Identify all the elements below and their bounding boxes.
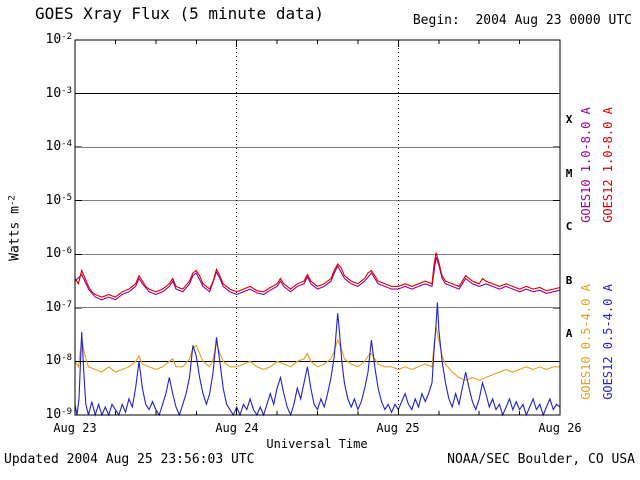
x-axis-label: Universal Time [266, 437, 368, 451]
flare-class-x-label: X [565, 113, 573, 126]
y-tick-base: 10 [45, 353, 62, 368]
y-tick-label: 10-2 [26, 32, 73, 47]
y-tick-base: 10 [45, 246, 62, 261]
y-tick-exp: -9 [61, 407, 72, 417]
y-tick-exp: -4 [61, 139, 72, 149]
y-tick-label: 10-3 [26, 86, 73, 101]
series-goes10-0-5-4-0-a [74, 326, 560, 381]
x-tick-label: Aug 25 [376, 421, 420, 435]
flare-class-m-label: M [565, 167, 573, 180]
y-axis-label-exp: -2 [7, 195, 18, 207]
series-goes12-0-5-4-0-a [74, 302, 561, 418]
updated-timestamp: Updated 2004 Aug 25 23:56:03 UTC [4, 452, 255, 467]
legend-goes10-short-label: GOES10 0.5-4.0 A [579, 284, 593, 400]
y-tick-base: 10 [45, 139, 62, 154]
flare-class-a-label: A [565, 327, 573, 340]
y-axis-label-text: Watts m [7, 206, 23, 261]
x-tick-label: Aug 23 [53, 421, 97, 435]
y-tick-label: 10-5 [26, 193, 73, 208]
legend-goes12-short-label: GOES12 0.5-4.0 A [601, 284, 615, 400]
x-tick-label: Aug 26 [538, 421, 582, 435]
y-tick-base: 10 [45, 300, 62, 315]
y-tick-label: 10-9 [26, 407, 73, 422]
flare-class-b-label: B [565, 274, 573, 287]
y-tick-label: 10-4 [26, 139, 73, 154]
y-tick-exp: -7 [61, 300, 72, 310]
flare-class-c-label: C [565, 220, 573, 233]
credit-label: NOAA/SEC Boulder, CO USA [447, 452, 635, 467]
legend-goes12-long-label: GOES12 1.0-8.0 A [601, 107, 615, 223]
series-goes10-1-0-8-0-a [74, 256, 561, 301]
y-tick-label: 10-6 [26, 246, 73, 261]
y-tick-label: 10-7 [26, 300, 73, 315]
y-tick-base: 10 [45, 32, 62, 47]
page-title: GOES Xray Flux (5 minute data) [35, 4, 324, 23]
x-tick-label: Aug 24 [215, 421, 259, 435]
y-tick-base: 10 [45, 86, 62, 101]
y-tick-exp: -3 [61, 86, 72, 96]
y-axis-label: Watts m-2 [8, 195, 23, 261]
y-tick-base: 10 [45, 193, 62, 208]
legend-goes10-long-label: GOES10 1.0-8.0 A [579, 107, 593, 223]
y-tick-exp: -5 [61, 193, 72, 203]
series-goes12-1-0-8-0-a [74, 252, 561, 298]
begin-label: Begin: 2004 Aug 23 0000 UTC [412, 13, 632, 28]
y-tick-exp: -8 [61, 353, 72, 363]
y-tick-exp: -6 [61, 246, 72, 256]
y-tick-exp: -2 [61, 32, 72, 42]
plot-border [74, 39, 561, 416]
y-tick-base: 10 [45, 407, 62, 422]
y-tick-label: 10-8 [26, 353, 73, 368]
